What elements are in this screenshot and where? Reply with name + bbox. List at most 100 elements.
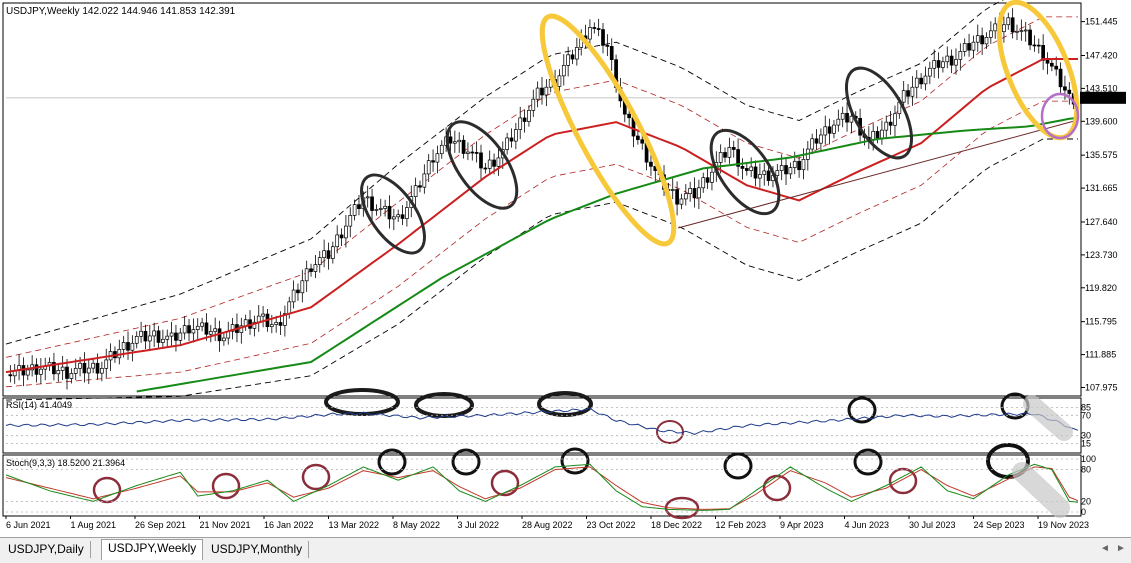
candle-body [718, 152, 723, 163]
candle-body [670, 189, 675, 191]
candle-body [514, 129, 518, 142]
candle-body [505, 137, 509, 150]
gray-oval-annotation [445, 120, 519, 210]
candle-body [731, 147, 736, 150]
candle-body [65, 366, 69, 379]
chart-area[interactable]: 151.445 147.420 143.510 139.600 135.575 131.6… [0, 0, 1131, 537]
candle-body [736, 149, 740, 167]
candle-body [509, 137, 514, 142]
stoch-level-label: 80 [1081, 465, 1091, 475]
candle-body [906, 90, 910, 97]
candle-body [1036, 44, 1041, 47]
rsi-level-label: 70 [1081, 410, 1091, 420]
scroll-right-icon[interactable]: ► [1116, 543, 1126, 554]
candle-body [352, 204, 357, 216]
scroll-left-icon[interactable]: ◄ [1100, 543, 1110, 554]
candle-body [330, 246, 335, 259]
stoch-label: Stoch(9,3,3) 18.5200 21.3964 [6, 458, 125, 468]
candle-body [1054, 65, 1059, 70]
black-circle-annotation [451, 448, 481, 476]
candle-body [988, 30, 993, 38]
candle-body [422, 173, 427, 188]
candle-body [169, 332, 174, 337]
candle-body [535, 87, 540, 100]
candle-body [483, 167, 488, 170]
time-tick-label: 23 Oct 2022 [587, 520, 636, 530]
candle-body [496, 157, 501, 167]
candle-body [522, 117, 527, 122]
time-tick-label: 1 Aug 2021 [71, 520, 117, 530]
price-axis: 151.445 147.420 143.510 139.600 135.575 131.6… [1080, 17, 1126, 392]
candle-body [213, 328, 218, 332]
candle-body [744, 168, 749, 171]
candle-body [884, 121, 889, 131]
candle-body [792, 160, 797, 168]
candle-body [871, 131, 876, 140]
maroon-circle-annotation [92, 476, 122, 504]
candle-body [52, 362, 56, 375]
candle-body [457, 139, 462, 143]
time-tick-label: 13 Mar 2022 [329, 520, 380, 530]
candle-body [304, 268, 309, 282]
candle-body [391, 216, 396, 220]
candle-body [849, 115, 854, 123]
black-circle-annotation [853, 448, 883, 476]
candle-body [749, 166, 754, 171]
tab-weekly[interactable]: USDJPY,Weekly [101, 539, 204, 560]
candle-body [919, 77, 923, 85]
candle-body [252, 321, 257, 329]
candle-body [396, 214, 401, 218]
price-tick-label: 119.820 [1085, 283, 1117, 293]
candle-body [492, 159, 496, 167]
candle-body [527, 110, 531, 122]
candle-body [649, 161, 653, 167]
candle-body [788, 167, 793, 175]
candle-body [317, 257, 322, 265]
last-price-label: 142.391 [1082, 94, 1115, 104]
candle-body [901, 90, 906, 103]
price-tick-label: 127.640 [1085, 217, 1118, 227]
candle-body [470, 151, 475, 154]
candle-body [69, 373, 74, 379]
candle-body [971, 41, 976, 51]
time-tick-label: 30 Jul 2023 [909, 520, 956, 530]
candle-body [418, 185, 422, 188]
time-axis: 6 Jun 2021 1 Aug 2021 26 Sep 2021 21 Nov 20… [5, 516, 1089, 530]
candle-body [540, 87, 544, 96]
red-moving-average [5, 58, 1078, 374]
candle-body [365, 196, 370, 199]
candle-body [1028, 29, 1032, 46]
candle-body [801, 159, 806, 171]
candle-body [779, 165, 784, 171]
candle-body [335, 234, 340, 248]
candle-body [291, 289, 296, 303]
candle-body [836, 118, 841, 126]
tab-daily[interactable]: USDJPY,Daily [2, 541, 91, 558]
candle-body [1067, 89, 1072, 94]
rsi-level-label: 30 [1081, 431, 1091, 441]
candle-body [949, 55, 954, 66]
stoch-main-line [5, 463, 1079, 511]
candle-body [91, 362, 96, 369]
candle-body [596, 28, 601, 30]
candle-body [640, 139, 645, 144]
candle-body [984, 37, 989, 45]
candle-body [296, 289, 300, 294]
candle-body [182, 325, 187, 334]
black-circle-annotation [377, 448, 407, 476]
candle-body [73, 367, 78, 374]
candle-body [222, 337, 226, 342]
candle-body [932, 60, 937, 69]
candle-body [914, 77, 919, 88]
candle-body [819, 134, 823, 144]
candle-body [893, 113, 897, 126]
candle-body [374, 209, 379, 211]
candle-body [962, 43, 967, 52]
candle-body [705, 177, 710, 183]
candle-body [370, 196, 374, 211]
tab-monthly[interactable]: USDJPY,Monthly [205, 541, 310, 558]
candle-body [967, 43, 971, 51]
candle-body [130, 342, 135, 351]
time-tick-label: 24 Sep 2023 [974, 520, 1025, 530]
stoch-level-label: 20 [1081, 496, 1091, 506]
